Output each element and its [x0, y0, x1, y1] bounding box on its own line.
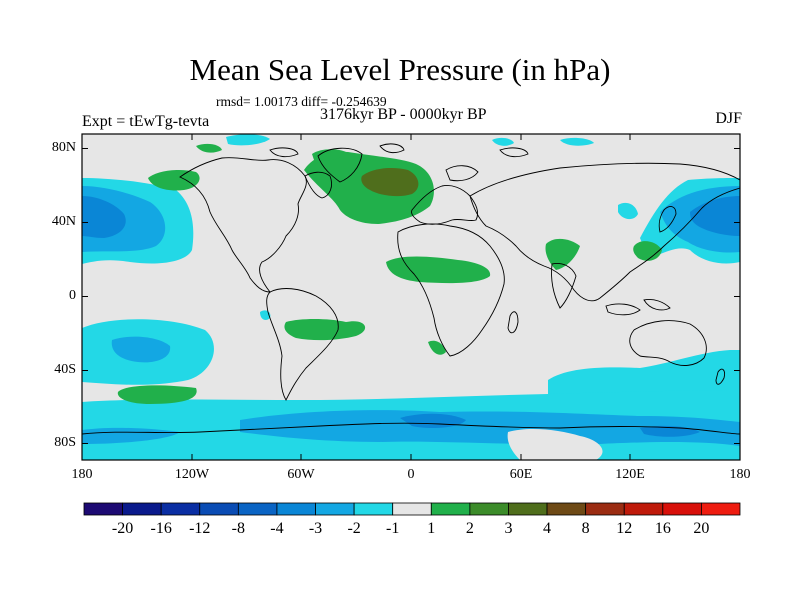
- colorbar-box: [160, 502, 201, 516]
- colorbar: [83, 502, 741, 516]
- lat-label-0: 0: [69, 288, 76, 303]
- north-pacific-low-right-core: [690, 196, 740, 236]
- southern-ocean-low-mid-2: [82, 427, 180, 444]
- colorbar-box: [546, 502, 587, 516]
- stats-label: rmsd= 1.00173 diff= -0.254639: [216, 94, 387, 109]
- colorbar-box: [662, 502, 702, 516]
- pressure-field: [82, 134, 740, 460]
- lat-label-80n: 80N: [51, 140, 76, 155]
- colorbar-label: 3: [504, 520, 513, 537]
- coastlines: [82, 143, 740, 435]
- colorbar-label: -20: [111, 520, 134, 537]
- north-pacific-green: [148, 170, 200, 191]
- lon-label-120w: 120W: [174, 467, 210, 482]
- colorbar-box: [430, 502, 471, 516]
- south-pacific-green: [117, 385, 197, 404]
- arctic-cyan-patch-3: [560, 137, 594, 146]
- south-america-green: [284, 319, 366, 341]
- colorbar-label: 20: [693, 520, 710, 537]
- colorbar-label: 4: [543, 520, 552, 537]
- colorbar-label: -2: [347, 520, 361, 537]
- colorbar-box: [508, 502, 548, 516]
- southern-ocean-low-mid: [240, 410, 740, 446]
- lat-label-80s: 80S: [54, 435, 76, 450]
- south-atlantic-green: [428, 340, 446, 355]
- lon-label-180w: 180: [71, 467, 93, 482]
- africa-green: [386, 256, 491, 284]
- period-label: 3176kyr BP - 0000kyr BP: [320, 106, 487, 123]
- alaska-green-patch: [196, 143, 222, 153]
- lon-label-120e: 120E: [615, 467, 645, 482]
- colorbar-label: 2: [465, 520, 474, 537]
- east-asia-cyan-patch: [618, 202, 638, 220]
- map-ticks: [82, 134, 740, 460]
- colorbar-label: 16: [654, 520, 671, 537]
- colorbar-box: [276, 502, 316, 516]
- colorbar-box: [315, 502, 355, 516]
- lon-label-60w: 60W: [287, 467, 315, 482]
- colorbar-label: -1: [386, 520, 400, 537]
- lon-label-180e: 180: [729, 467, 751, 482]
- north-atlantic-high-core: [361, 168, 419, 197]
- colorbar-box: [701, 502, 741, 516]
- colorbar-box: [83, 502, 123, 516]
- lon-label-0: 0: [407, 467, 415, 482]
- plot-title: Mean Sea Level Pressure (in hPa): [189, 52, 611, 87]
- lat-label-40n: 40N: [51, 214, 76, 229]
- colorbar-label: -8: [231, 520, 245, 537]
- colorbar-label: 12: [616, 520, 633, 537]
- north-pacific-low-left-core: [82, 196, 126, 238]
- colorbar-box: [392, 502, 432, 516]
- arctic-cyan-patch-1: [226, 134, 270, 146]
- west-asia-green: [545, 238, 580, 270]
- season-label: DJF: [715, 110, 742, 127]
- colorbar-label: 8: [581, 520, 590, 537]
- colorbar-label: 1: [427, 520, 436, 537]
- colorbar-box: [623, 502, 664, 516]
- east-china-green: [633, 241, 662, 261]
- colorbar-box: [237, 502, 278, 516]
- colorbar-box: [122, 502, 162, 516]
- colorbar-box: [353, 502, 394, 516]
- antarctic-neutral-patch: [507, 429, 603, 460]
- colorbar-label: -4: [270, 520, 284, 537]
- lat-label-40s: 40S: [54, 362, 76, 377]
- greenland-green-patch: [312, 149, 346, 161]
- colorbar-box: [199, 502, 239, 516]
- lon-label-60e: 60E: [509, 467, 533, 482]
- colorbar-label: -12: [189, 520, 211, 537]
- experiment-label: Expt = tEwTg-tevta: [82, 113, 210, 130]
- colorbar-label: -16: [150, 520, 172, 537]
- colorbar-label: -3: [308, 520, 323, 537]
- south-indian-cyan: [548, 350, 740, 400]
- arctic-cyan-patch-2: [492, 137, 514, 146]
- colorbar-box: [469, 502, 509, 516]
- south-pacific-low-core: [111, 336, 171, 363]
- colorbar-box: [585, 502, 625, 516]
